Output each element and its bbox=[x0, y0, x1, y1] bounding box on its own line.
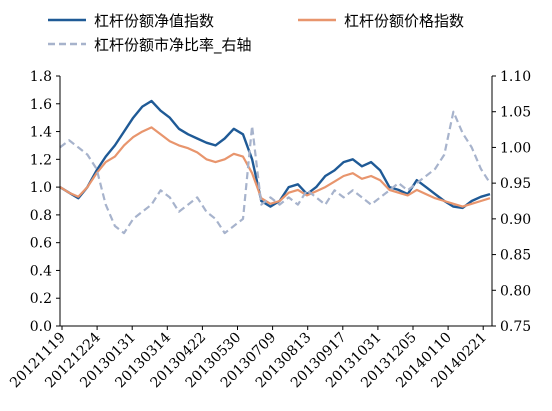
y-left-tick-label: 1.2 bbox=[30, 152, 52, 168]
y-left-tick-label: 0.8 bbox=[30, 208, 52, 224]
y-right-tick-label: 1.10 bbox=[500, 69, 531, 85]
x-axis: 2012111920121224201301312013031420130422… bbox=[7, 326, 490, 391]
y-left-tick-label: 0.0 bbox=[30, 319, 52, 335]
series-line-2 bbox=[59, 126, 491, 208]
y-right-tick-label: 0.85 bbox=[500, 248, 531, 264]
series-line-1 bbox=[59, 99, 491, 210]
y-right-tick-label: 0.80 bbox=[500, 283, 531, 299]
y-right-tick-label: 0.75 bbox=[500, 319, 531, 335]
series-layer bbox=[59, 99, 491, 235]
y-left-tick-label: 1.8 bbox=[30, 69, 52, 85]
y-right-tick-label: 1.05 bbox=[500, 105, 531, 121]
y-left-tick-label: 0.2 bbox=[30, 291, 52, 307]
legend-label-2: 杠杆份额价格指数 bbox=[344, 12, 464, 30]
y-right-tick-label: 1.00 bbox=[500, 140, 531, 156]
y-left-tick-label: 0.6 bbox=[30, 236, 52, 252]
y-right-axis: 0.75 0.80 0.85 0.90 0.95 1.00 1.05 1.10 bbox=[492, 69, 531, 335]
y-left-tick-label: 1.4 bbox=[30, 125, 52, 141]
legend-label-3: 杠杆份额市净比率_右轴 bbox=[94, 36, 252, 55]
y-right-tick-label: 0.95 bbox=[500, 176, 531, 192]
y-right-tick-label: 0.90 bbox=[500, 212, 531, 228]
y-left-tick-label: 0.4 bbox=[30, 263, 52, 279]
y-left-axis: 0.0 0.2 0.4 0.6 0.8 1.0 1.2 1.4 1.6 1.8 bbox=[30, 69, 60, 335]
y-left-tick-label: 1.0 bbox=[30, 180, 52, 196]
y-left-tick-label: 1.6 bbox=[30, 97, 52, 113]
series-line-3 bbox=[59, 110, 491, 235]
legend-label-1: 杠杆份额净值指数 bbox=[94, 12, 214, 30]
